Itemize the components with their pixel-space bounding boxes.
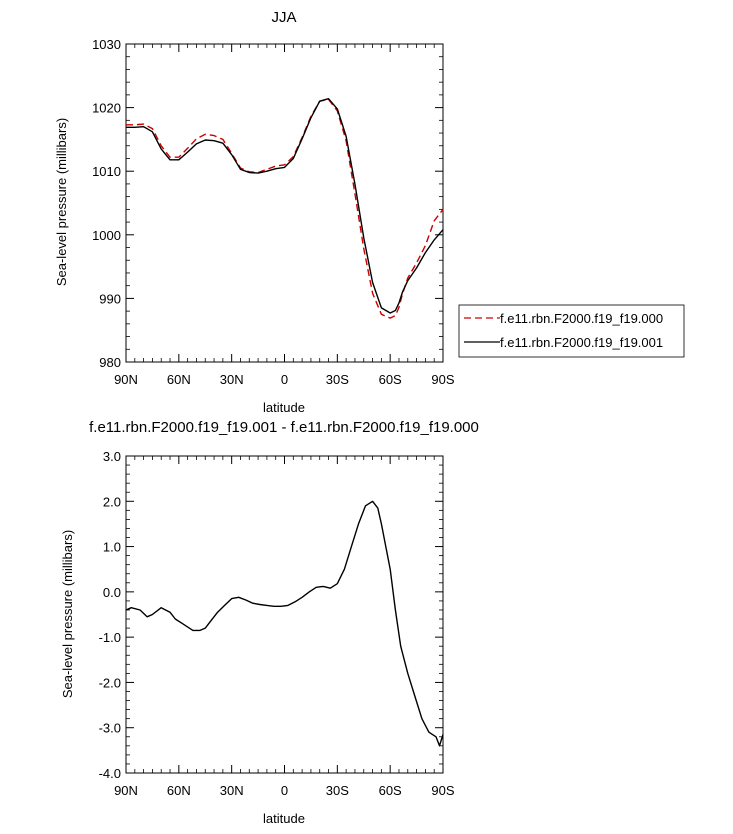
x-tick-label: 90N: [114, 372, 138, 387]
x-tick-label: 0: [281, 372, 288, 387]
top-y-axis-label: Sea-level pressure (millibars): [54, 118, 69, 286]
top-x-axis-label: latitude: [263, 400, 305, 415]
x-tick-label: 30S: [326, 783, 349, 798]
legend-label-001: f.e11.rbn.F2000.f19_f19.001: [500, 335, 663, 350]
x-tick-label: 90S: [431, 372, 454, 387]
y-tick-label: 1020: [92, 101, 121, 116]
y-tick-label: 2.0: [103, 494, 121, 509]
x-tick-label: 60S: [379, 783, 402, 798]
top-plot-area: 90N 60N 30N 0 30S 60S 90S 980 990 1000 1010 1020 103…: [92, 37, 455, 387]
legend-box: [458, 304, 685, 358]
bottom-chart-title: f.e11.rbn.F2000.f19_f19.001 - f.e11.rbn.…: [89, 419, 479, 436]
y-tick-label: -4.0: [99, 766, 121, 781]
x-tick-label: 30N: [220, 783, 244, 798]
x-tick-label: 30N: [220, 372, 244, 387]
y-tick-label: 1.0: [103, 540, 121, 555]
legend: f.e11.rbn.F2000.f19_f19.000 f.e11.rbn.F2…: [458, 304, 685, 358]
bottom-x-axis-label: latitude: [263, 811, 305, 826]
top-chart: JJA 90N 60N 30N 0 30S 60S 90S 980 990 1000 1010 102…: [54, 9, 685, 415]
plot-frame: [125, 43, 444, 363]
x-tick-label: 60S: [379, 372, 402, 387]
x-tick-label: 90N: [114, 783, 138, 798]
y-tick-label: 980: [99, 355, 121, 370]
x-tick-label: 60N: [167, 372, 191, 387]
x-tick-label: 60N: [167, 783, 191, 798]
y-tick-label: 0.0: [103, 585, 121, 600]
bottom-plot-area: 90N 60N 30N 0 30S 60S 90S -4.0 -3.0 -2.0 -1.0 0.0 1.…: [99, 449, 455, 798]
top-chart-title: JJA: [271, 9, 296, 26]
y-tick-label: -2.0: [99, 675, 121, 690]
series-line-0-1: [126, 97, 444, 314]
bottom-y-axis-label: Sea-level pressure (millibars): [60, 530, 75, 698]
y-tick-label: 1000: [92, 228, 121, 243]
bottom-chart: f.e11.rbn.F2000.f19_f19.001 - f.e11.rbn.…: [60, 419, 479, 826]
series-line-0-0: [126, 98, 444, 319]
y-tick-label: 1030: [92, 37, 121, 52]
y-tick-label: -1.0: [99, 630, 121, 645]
y-tick-label: -3.0: [99, 721, 121, 736]
y-tick-label: 1010: [92, 164, 121, 179]
x-tick-label: 30S: [326, 372, 349, 387]
y-tick-label: 990: [99, 291, 121, 306]
x-tick-label: 0: [281, 783, 288, 798]
legend-label-000: f.e11.rbn.F2000.f19_f19.000: [500, 311, 663, 326]
x-tick-label: 90S: [431, 783, 454, 798]
series-line-1-0: [125, 500, 444, 747]
y-tick-label: 3.0: [103, 449, 121, 464]
